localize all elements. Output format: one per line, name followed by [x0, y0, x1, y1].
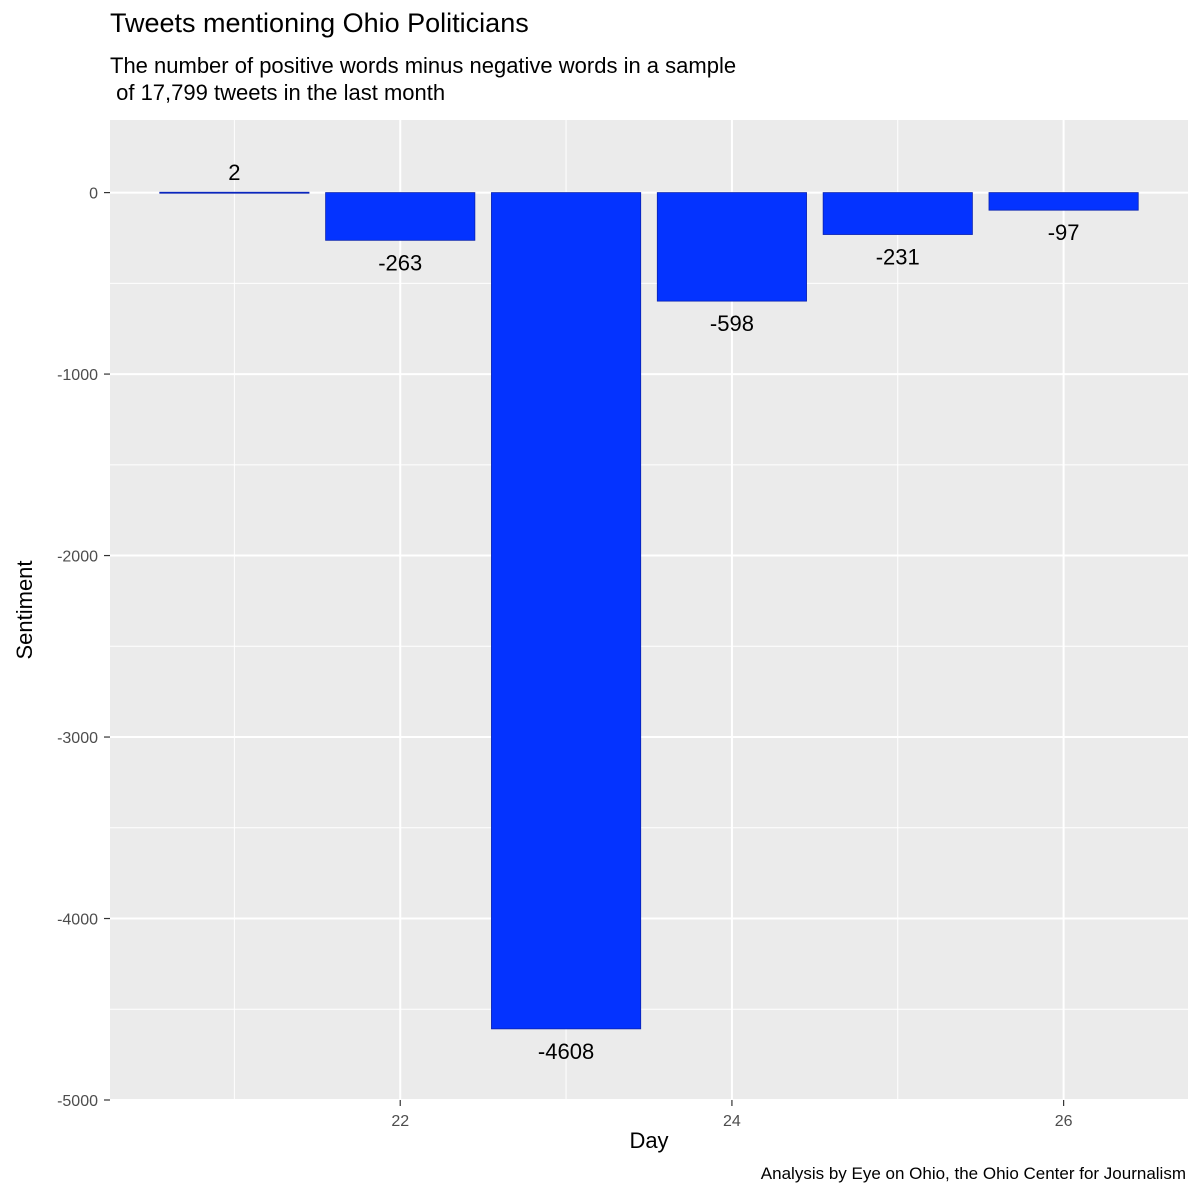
- chart-title: Tweets mentioning Ohio Politicians: [110, 8, 529, 38]
- bar: [159, 191, 310, 194]
- bar-value-label: -231: [876, 245, 920, 270]
- plot-panel: [110, 120, 1188, 1100]
- x-tick-label: 22: [391, 1113, 409, 1130]
- x-axis-title: Day: [629, 1128, 668, 1153]
- bar-value-label: 2: [228, 160, 240, 185]
- x-tick-label: 24: [723, 1113, 741, 1130]
- bar-value-label: -598: [710, 311, 754, 336]
- y-tick-label: -2000: [57, 549, 98, 566]
- bar: [491, 192, 642, 1030]
- bar: [656, 192, 807, 302]
- bar: [988, 192, 1139, 211]
- y-tick-label: 0: [89, 186, 98, 203]
- bar-value-label: -263: [378, 250, 422, 275]
- y-tick-label: -4000: [57, 912, 98, 929]
- x-tick-label: 26: [1055, 1113, 1073, 1130]
- y-tick-label: -5000: [57, 1093, 98, 1110]
- chart-subtitle: The number of positive words minus negat…: [110, 53, 737, 105]
- bar-value-label: -4608: [538, 1039, 594, 1064]
- y-tick-label: -1000: [57, 367, 98, 384]
- y-axis-title: Sentiment: [12, 560, 37, 659]
- chart-caption: Analysis by Eye on Ohio, the Ohio Center…: [760, 1164, 1186, 1183]
- y-tick-label: -3000: [57, 730, 98, 747]
- bar: [325, 192, 476, 241]
- bar-value-label: -97: [1048, 220, 1080, 245]
- bar: [822, 192, 973, 235]
